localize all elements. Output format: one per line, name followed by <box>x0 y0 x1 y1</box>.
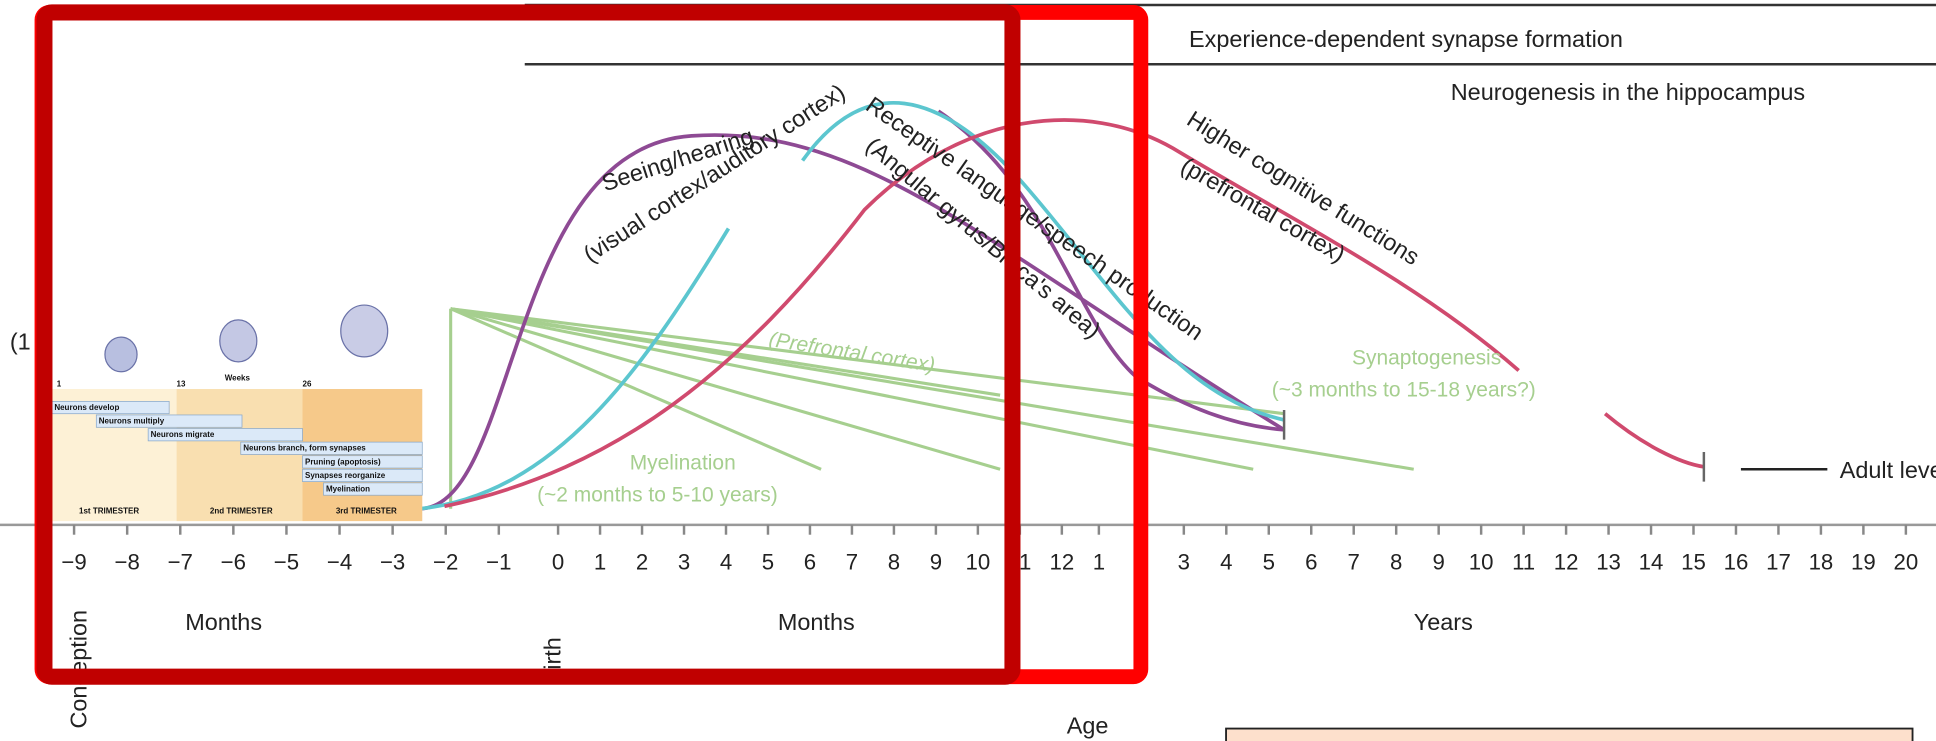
tick-label: 2 <box>636 549 648 574</box>
axis-unit: Months <box>185 609 262 635</box>
tick-label: 15 <box>1681 549 1706 574</box>
tick-label: −8 <box>115 549 140 574</box>
tick-label: 20 <box>1894 549 1919 574</box>
trimester-label: 1st TRIMESTER <box>79 507 139 516</box>
week-mark: 26 <box>303 380 312 389</box>
inset-label: Weeks <box>225 373 251 382</box>
week-mark: 13 <box>177 380 186 389</box>
axis-unit: Years <box>1414 609 1473 635</box>
tick-label: 10 <box>1469 549 1494 574</box>
tick-label: 18 <box>1809 549 1834 574</box>
axis-unit: Months <box>778 609 855 635</box>
stage-label: Neurons branch, form synapses <box>243 444 366 453</box>
axis-title: Age <box>1067 712 1109 738</box>
tick-label: 8 <box>888 549 900 574</box>
tick-label: 3 <box>678 549 690 574</box>
tick-label: 4 <box>1220 549 1232 574</box>
tick-label: 9 <box>1432 549 1444 574</box>
curve-label: Receptive language/speech production <box>861 92 1208 346</box>
week-mark: 1 <box>57 380 62 389</box>
tick-label: 16 <box>1724 549 1749 574</box>
green-label: Synaptogenesis <box>1352 346 1501 369</box>
tick-label: 6 <box>804 549 816 574</box>
band-label: Experience-dependent synapse formation <box>1189 26 1623 52</box>
tick-label: 6 <box>1305 549 1317 574</box>
page: {"header": {"top_band": "Experience-depe… <box>0 0 1936 741</box>
tick-label: 11 <box>1512 549 1535 574</box>
tick-label: −1 <box>486 549 511 574</box>
tick-label: 7 <box>846 549 858 574</box>
trimester-band <box>303 389 423 521</box>
tick-label: 19 <box>1851 549 1876 574</box>
tick-label: 14 <box>1639 549 1664 574</box>
tick-label: −7 <box>168 549 193 574</box>
brain-icon <box>220 320 257 362</box>
tick-label: 12 <box>1554 549 1579 574</box>
stage-label: Neurons develop <box>54 403 119 412</box>
green-label: (~2 months to 5-10 years) <box>537 483 778 506</box>
trimester-label: 3rd TRIMESTER <box>336 507 397 516</box>
figure: Experience-dependent synapse formation N… <box>0 0 1936 741</box>
tick-label: 3 <box>1178 549 1190 574</box>
tick-label: 10 <box>966 549 991 574</box>
stage-label: Synapses reorganize <box>305 471 386 480</box>
tick-label: 13 <box>1596 549 1621 574</box>
inset-image: Weeks 1 13 26 Neurons develop Neurons multip… <box>52 305 422 521</box>
tick-label: −4 <box>327 549 352 574</box>
trimester-band <box>177 389 303 521</box>
tick-label: 5 <box>1263 549 1275 574</box>
tick-label: 4 <box>720 549 732 574</box>
green-label: (~3 months to 15-18 years?) <box>1272 378 1536 401</box>
stage-label: Pruning (apoptosis) <box>305 457 381 466</box>
tick-label: 17 <box>1766 549 1791 574</box>
green-label: (Prefrontal cortex) <box>767 328 936 377</box>
tick-label: −3 <box>380 549 405 574</box>
tick-label: 1 <box>594 549 606 574</box>
brain-icon <box>341 305 388 357</box>
note-box <box>1226 729 1912 741</box>
stage-label: Neurons multiply <box>99 417 165 426</box>
tick-label: 12 <box>1049 549 1074 574</box>
tick-label: 8 <box>1390 549 1402 574</box>
tick-label: −2 <box>433 549 458 574</box>
trimester-label: 2nd TRIMESTER <box>210 507 273 516</box>
tick-label: 1 <box>1093 549 1105 574</box>
stage-label: Neurons migrate <box>151 430 215 439</box>
green-label: Myelination <box>630 451 736 474</box>
tick-label: 5 <box>762 549 774 574</box>
tick-label: 7 <box>1348 549 1360 574</box>
brain-icon <box>105 337 137 372</box>
tick-label: 0 <box>552 549 564 574</box>
tick-label: −6 <box>221 549 246 574</box>
adult-label: Adult level <box>1840 457 1936 483</box>
myelination-lines <box>451 309 1414 509</box>
cut-label: (1 <box>10 329 31 355</box>
tick-label: −9 <box>61 549 86 574</box>
stage-label: Myelination <box>326 485 370 494</box>
highlight-frame <box>42 12 1141 676</box>
band-label: Neurogenesis in the hippocampus <box>1451 79 1805 105</box>
tick-label: −5 <box>274 549 299 574</box>
tick-label: 9 <box>930 549 942 574</box>
